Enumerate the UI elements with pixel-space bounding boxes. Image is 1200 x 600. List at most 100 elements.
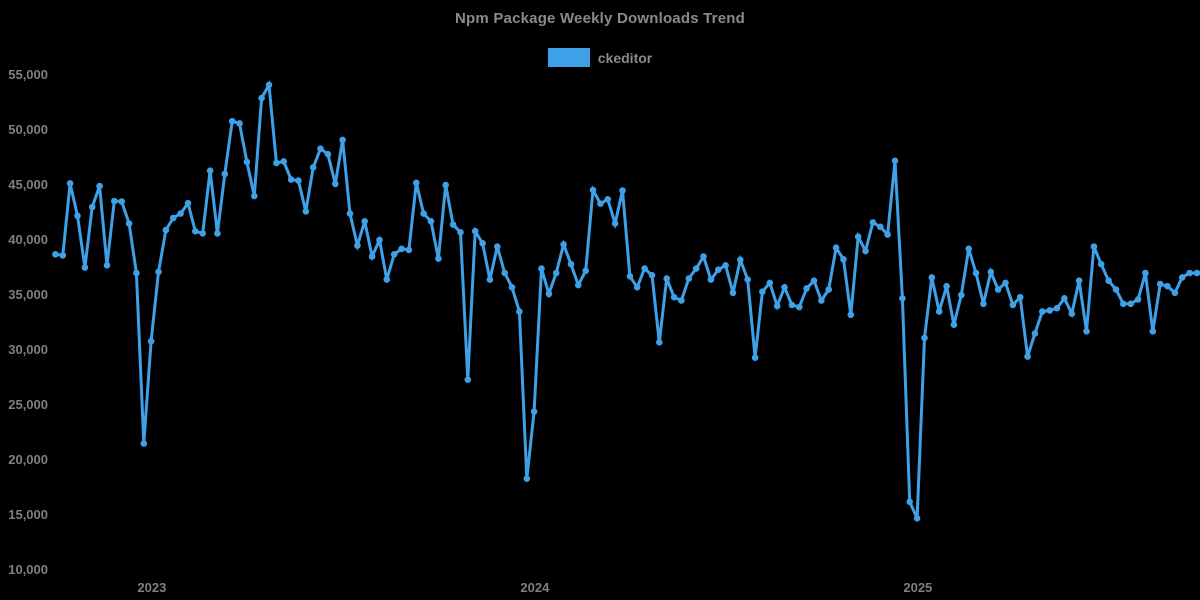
data-point[interactable] xyxy=(59,252,67,259)
data-point[interactable] xyxy=(715,266,722,274)
data-point[interactable] xyxy=(302,208,310,215)
data-point[interactable] xyxy=(958,291,965,299)
data-point[interactable] xyxy=(346,210,354,217)
data-point[interactable] xyxy=(575,281,582,289)
data-point[interactable] xyxy=(1178,274,1186,281)
data-point[interactable] xyxy=(420,210,427,217)
data-point[interactable] xyxy=(1039,308,1046,315)
data-point[interactable] xyxy=(52,251,59,258)
data-point[interactable] xyxy=(781,284,788,291)
data-point[interactable] xyxy=(236,120,243,127)
data-point[interactable] xyxy=(66,180,74,187)
data-point[interactable] xyxy=(744,276,751,283)
data-point[interactable] xyxy=(663,275,670,282)
data-point[interactable] xyxy=(832,244,840,251)
data-point[interactable] xyxy=(928,274,936,281)
data-point[interactable] xyxy=(103,262,111,269)
data-point[interactable] xyxy=(147,337,155,345)
data-point[interactable] xyxy=(1134,296,1142,303)
data-point[interactable] xyxy=(398,245,405,253)
data-point[interactable] xyxy=(1046,307,1053,314)
data-point[interactable] xyxy=(796,303,803,311)
data-point[interactable] xyxy=(1186,269,1193,277)
data-point[interactable] xyxy=(309,164,317,171)
data-point[interactable] xyxy=(626,273,634,280)
data-point[interactable] xyxy=(994,286,1002,293)
data-point[interactable] xyxy=(788,301,796,309)
data-point[interactable] xyxy=(81,264,89,271)
data-point[interactable] xyxy=(1031,330,1039,337)
data-point[interactable] xyxy=(685,275,693,282)
data-point[interactable] xyxy=(899,295,906,302)
data-point[interactable] xyxy=(243,158,251,166)
data-point[interactable] xyxy=(96,182,103,190)
data-point[interactable] xyxy=(162,226,170,234)
data-point[interactable] xyxy=(221,170,229,178)
data-point[interactable] xyxy=(980,300,987,308)
data-point[interactable] xyxy=(825,286,832,293)
data-point[interactable] xyxy=(803,285,810,292)
data-point[interactable] xyxy=(354,242,361,249)
data-point[interactable] xyxy=(530,408,538,415)
data-point[interactable] xyxy=(913,515,921,522)
data-point[interactable] xyxy=(339,136,346,144)
data-point[interactable] xyxy=(516,308,523,315)
data-point[interactable] xyxy=(494,243,501,250)
data-point[interactable] xyxy=(891,157,899,165)
data-point[interactable] xyxy=(633,284,641,291)
data-point[interactable] xyxy=(611,220,619,227)
data-point[interactable] xyxy=(722,262,729,269)
data-point[interactable] xyxy=(435,255,442,262)
data-point[interactable] xyxy=(287,176,295,183)
data-point[interactable] xyxy=(471,227,479,235)
data-point[interactable] xyxy=(228,117,236,125)
data-point[interactable] xyxy=(552,269,560,277)
data-point[interactable] xyxy=(1061,295,1068,302)
data-point[interactable] xyxy=(972,269,980,277)
data-point[interactable] xyxy=(906,498,913,506)
data-point[interactable] xyxy=(597,200,604,207)
data-point[interactable] xyxy=(604,196,612,203)
data-point[interactable] xyxy=(118,198,125,205)
data-point[interactable] xyxy=(810,277,818,285)
data-point[interactable] xyxy=(1120,300,1127,308)
data-point[interactable] xyxy=(567,260,575,268)
data-point[interactable] xyxy=(1009,301,1017,309)
data-point[interactable] xyxy=(729,289,737,297)
data-point[interactable] xyxy=(169,214,177,222)
data-point[interactable] xyxy=(1016,293,1024,301)
data-point[interactable] xyxy=(656,339,663,346)
data-point[interactable] xyxy=(766,279,774,287)
data-point[interactable] xyxy=(1171,289,1179,297)
data-point[interactable] xyxy=(523,475,531,483)
data-point[interactable] xyxy=(1127,300,1134,308)
data-point[interactable] xyxy=(324,150,332,158)
data-point[interactable] xyxy=(1024,353,1031,360)
legend[interactable]: ckeditor xyxy=(0,48,1200,67)
data-point[interactable] xyxy=(413,179,420,187)
data-point[interactable] xyxy=(854,233,862,240)
data-point[interactable] xyxy=(251,192,258,200)
data-point[interactable] xyxy=(368,253,376,260)
data-point[interactable] xyxy=(935,308,943,315)
data-point[interactable] xyxy=(74,212,81,220)
data-point[interactable] xyxy=(759,288,766,296)
data-point[interactable] xyxy=(155,268,162,276)
data-point[interactable] xyxy=(1090,243,1098,250)
data-point[interactable] xyxy=(751,354,759,362)
data-point[interactable] xyxy=(376,236,383,244)
data-point[interactable] xyxy=(449,221,457,228)
data-point[interactable] xyxy=(427,218,435,225)
data-point[interactable] xyxy=(847,311,855,319)
data-point[interactable] xyxy=(1097,260,1105,268)
data-point[interactable] xyxy=(317,145,324,152)
data-point[interactable] xyxy=(582,267,589,275)
data-point[interactable] xyxy=(457,229,464,236)
data-point[interactable] xyxy=(1193,269,1200,277)
data-point[interactable] xyxy=(538,265,545,272)
data-point[interactable] xyxy=(280,158,288,165)
data-point[interactable] xyxy=(692,265,700,272)
data-point[interactable] xyxy=(258,94,265,102)
data-point[interactable] xyxy=(641,265,648,272)
data-point[interactable] xyxy=(508,284,516,291)
